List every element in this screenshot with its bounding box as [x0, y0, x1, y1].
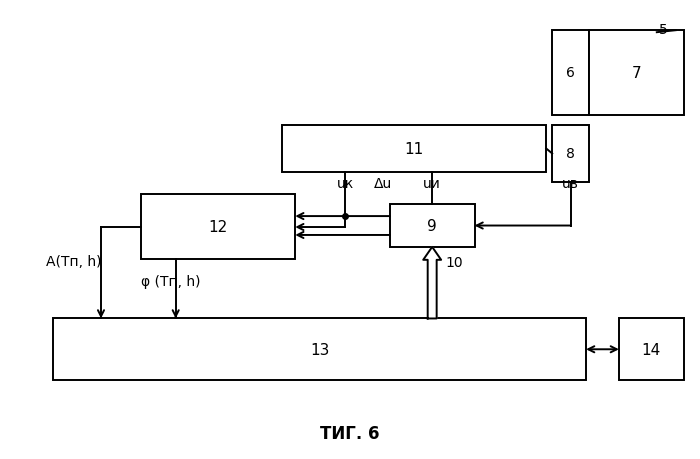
Text: uи: uи: [423, 177, 440, 191]
Bar: [390, 205, 475, 247]
Text: Δu: Δu: [374, 177, 392, 191]
Text: 6: 6: [566, 66, 575, 80]
Text: 7: 7: [631, 66, 641, 81]
Text: 12: 12: [209, 219, 228, 235]
Bar: [141, 195, 295, 259]
Text: ΤИГ. 6: ΤИГ. 6: [321, 424, 379, 442]
Text: 8: 8: [566, 147, 575, 161]
Bar: [282, 125, 546, 173]
Text: 11: 11: [405, 142, 424, 157]
Text: 9: 9: [427, 218, 437, 234]
Bar: [619, 319, 684, 380]
Text: φ (Tп, h): φ (Tп, h): [141, 274, 200, 288]
Bar: [53, 319, 586, 380]
Polygon shape: [424, 247, 441, 319]
Bar: [589, 31, 684, 116]
Bar: [552, 125, 589, 183]
Text: 10: 10: [445, 255, 463, 269]
Text: 5: 5: [659, 23, 668, 37]
Text: 14: 14: [642, 342, 661, 357]
Text: uк: uк: [337, 177, 354, 191]
Text: A(Tп, h): A(Tп, h): [46, 255, 102, 269]
Text: uв: uв: [562, 177, 579, 191]
Text: 13: 13: [310, 342, 329, 357]
Bar: [552, 31, 589, 116]
